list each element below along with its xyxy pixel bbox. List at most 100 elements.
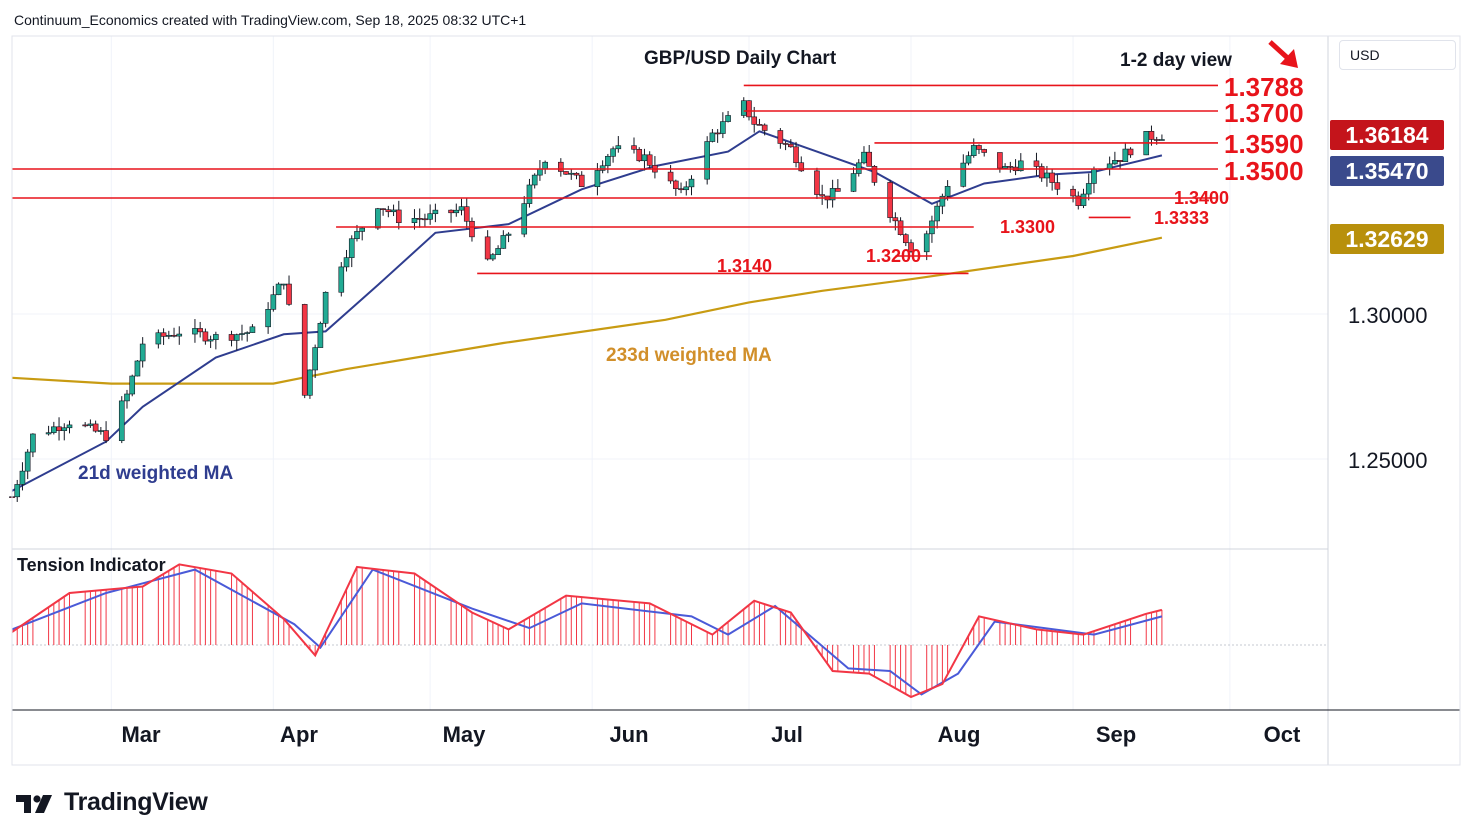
ma21-price-tag: 1.35470 bbox=[1330, 156, 1444, 186]
candle bbox=[667, 164, 674, 184]
candle-body bbox=[573, 172, 580, 176]
view-note: 1-2 day view bbox=[1120, 50, 1232, 71]
level-label-13500: 1.3500 bbox=[1224, 156, 1304, 186]
chart-title: GBP/USD Daily Chart bbox=[644, 48, 837, 69]
tension-fast-line bbox=[11, 563, 1163, 699]
candle bbox=[646, 151, 653, 169]
brand-name: TradingView bbox=[64, 788, 208, 816]
candle-body bbox=[835, 188, 841, 192]
candle-body bbox=[850, 173, 857, 192]
candle bbox=[463, 197, 470, 229]
candle bbox=[1159, 134, 1165, 141]
candle bbox=[448, 209, 454, 223]
candle bbox=[301, 303, 308, 399]
currency-selector[interactable]: USD bbox=[1339, 40, 1456, 70]
candle-body bbox=[66, 424, 73, 429]
candle-body bbox=[667, 171, 674, 182]
candle bbox=[939, 193, 946, 215]
candle bbox=[458, 198, 465, 216]
candle-body bbox=[568, 172, 575, 175]
candle-body bbox=[1153, 139, 1160, 141]
candle-body bbox=[416, 218, 423, 220]
candle-body bbox=[1122, 148, 1129, 162]
candle bbox=[416, 208, 423, 228]
candle-body bbox=[923, 233, 930, 253]
month-label: Aug bbox=[937, 722, 981, 747]
candle-body bbox=[453, 209, 460, 214]
month-label: Sep bbox=[1095, 722, 1137, 747]
candle-body bbox=[202, 331, 209, 342]
month-label: Apr bbox=[280, 722, 318, 747]
candle bbox=[317, 321, 324, 348]
month-label: May bbox=[442, 722, 486, 747]
candle-body bbox=[427, 213, 433, 220]
candle-body bbox=[171, 334, 177, 337]
candle bbox=[887, 179, 893, 223]
candle bbox=[395, 200, 402, 230]
candle bbox=[531, 173, 538, 189]
candle-body bbox=[244, 332, 251, 334]
candle-body bbox=[610, 148, 616, 157]
candle bbox=[1106, 156, 1113, 176]
candle-body bbox=[976, 145, 982, 150]
candle-body bbox=[500, 235, 507, 249]
candle-body bbox=[1007, 166, 1014, 168]
candle-body bbox=[756, 124, 763, 126]
candle-body bbox=[1054, 182, 1061, 190]
candle bbox=[348, 235, 355, 268]
candle-body bbox=[197, 328, 203, 333]
candle bbox=[239, 324, 245, 341]
candle-body bbox=[542, 161, 548, 170]
candle-body bbox=[82, 424, 88, 427]
tradingview-brand[interactable]: TradingView bbox=[16, 788, 208, 817]
last-price-tag: 1.36184 bbox=[1330, 120, 1444, 150]
candle-body bbox=[228, 334, 235, 341]
candle-body bbox=[458, 206, 465, 211]
candle-body bbox=[531, 174, 538, 186]
candle bbox=[469, 217, 475, 242]
candle bbox=[573, 172, 580, 180]
candle bbox=[103, 421, 109, 444]
candle-body bbox=[1117, 160, 1123, 162]
candle bbox=[265, 302, 271, 334]
candle-body bbox=[411, 218, 418, 224]
panel-frames bbox=[11, 35, 1461, 766]
ma21-label: 21d weighted MA bbox=[78, 463, 234, 484]
candle-body bbox=[92, 423, 99, 432]
candle bbox=[605, 153, 611, 174]
level-label-13200: 1.3200 bbox=[866, 246, 922, 266]
candle bbox=[484, 230, 491, 261]
candle-body bbox=[448, 209, 454, 214]
candle-body bbox=[981, 149, 988, 153]
month-label: Oct bbox=[1263, 722, 1301, 747]
candle bbox=[244, 331, 251, 342]
candle-body bbox=[134, 360, 141, 377]
candle-body bbox=[578, 174, 585, 188]
support-resistance-levels bbox=[12, 84, 1218, 275]
candle bbox=[270, 285, 277, 312]
candle bbox=[725, 111, 731, 123]
candle-body bbox=[720, 121, 726, 134]
candle bbox=[1070, 185, 1076, 203]
candle bbox=[761, 123, 768, 136]
candle bbox=[908, 239, 914, 253]
candle bbox=[944, 180, 951, 201]
candle-body bbox=[605, 155, 611, 167]
candle-body bbox=[338, 266, 345, 293]
candle bbox=[521, 196, 528, 238]
candle bbox=[934, 202, 940, 229]
tension-indicator-layer bbox=[11, 563, 1163, 699]
candle-body bbox=[965, 155, 972, 164]
candle bbox=[61, 423, 68, 441]
candle-body bbox=[103, 430, 109, 441]
candle bbox=[207, 335, 214, 349]
candle-body bbox=[688, 178, 695, 188]
candle bbox=[641, 148, 648, 171]
candle-body bbox=[495, 248, 501, 255]
candle bbox=[542, 160, 548, 175]
candle-body bbox=[887, 182, 893, 218]
candle-body bbox=[683, 186, 690, 191]
tension-slow-line bbox=[11, 568, 1163, 696]
candle-body bbox=[788, 143, 794, 148]
